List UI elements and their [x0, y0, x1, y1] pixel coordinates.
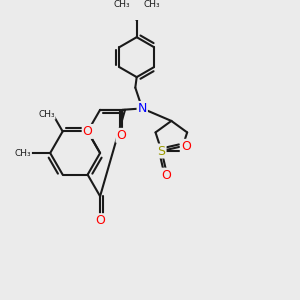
Text: CH₃: CH₃ [114, 0, 130, 9]
Text: CH₃: CH₃ [38, 110, 55, 119]
Text: N: N [137, 102, 147, 115]
Text: O: O [95, 214, 105, 227]
Text: CH₃: CH₃ [143, 0, 160, 9]
Text: O: O [181, 140, 190, 153]
Text: S: S [158, 145, 166, 158]
Text: O: O [161, 169, 171, 182]
Text: O: O [116, 129, 126, 142]
Text: O: O [83, 125, 93, 138]
Text: CH₃: CH₃ [15, 149, 32, 158]
